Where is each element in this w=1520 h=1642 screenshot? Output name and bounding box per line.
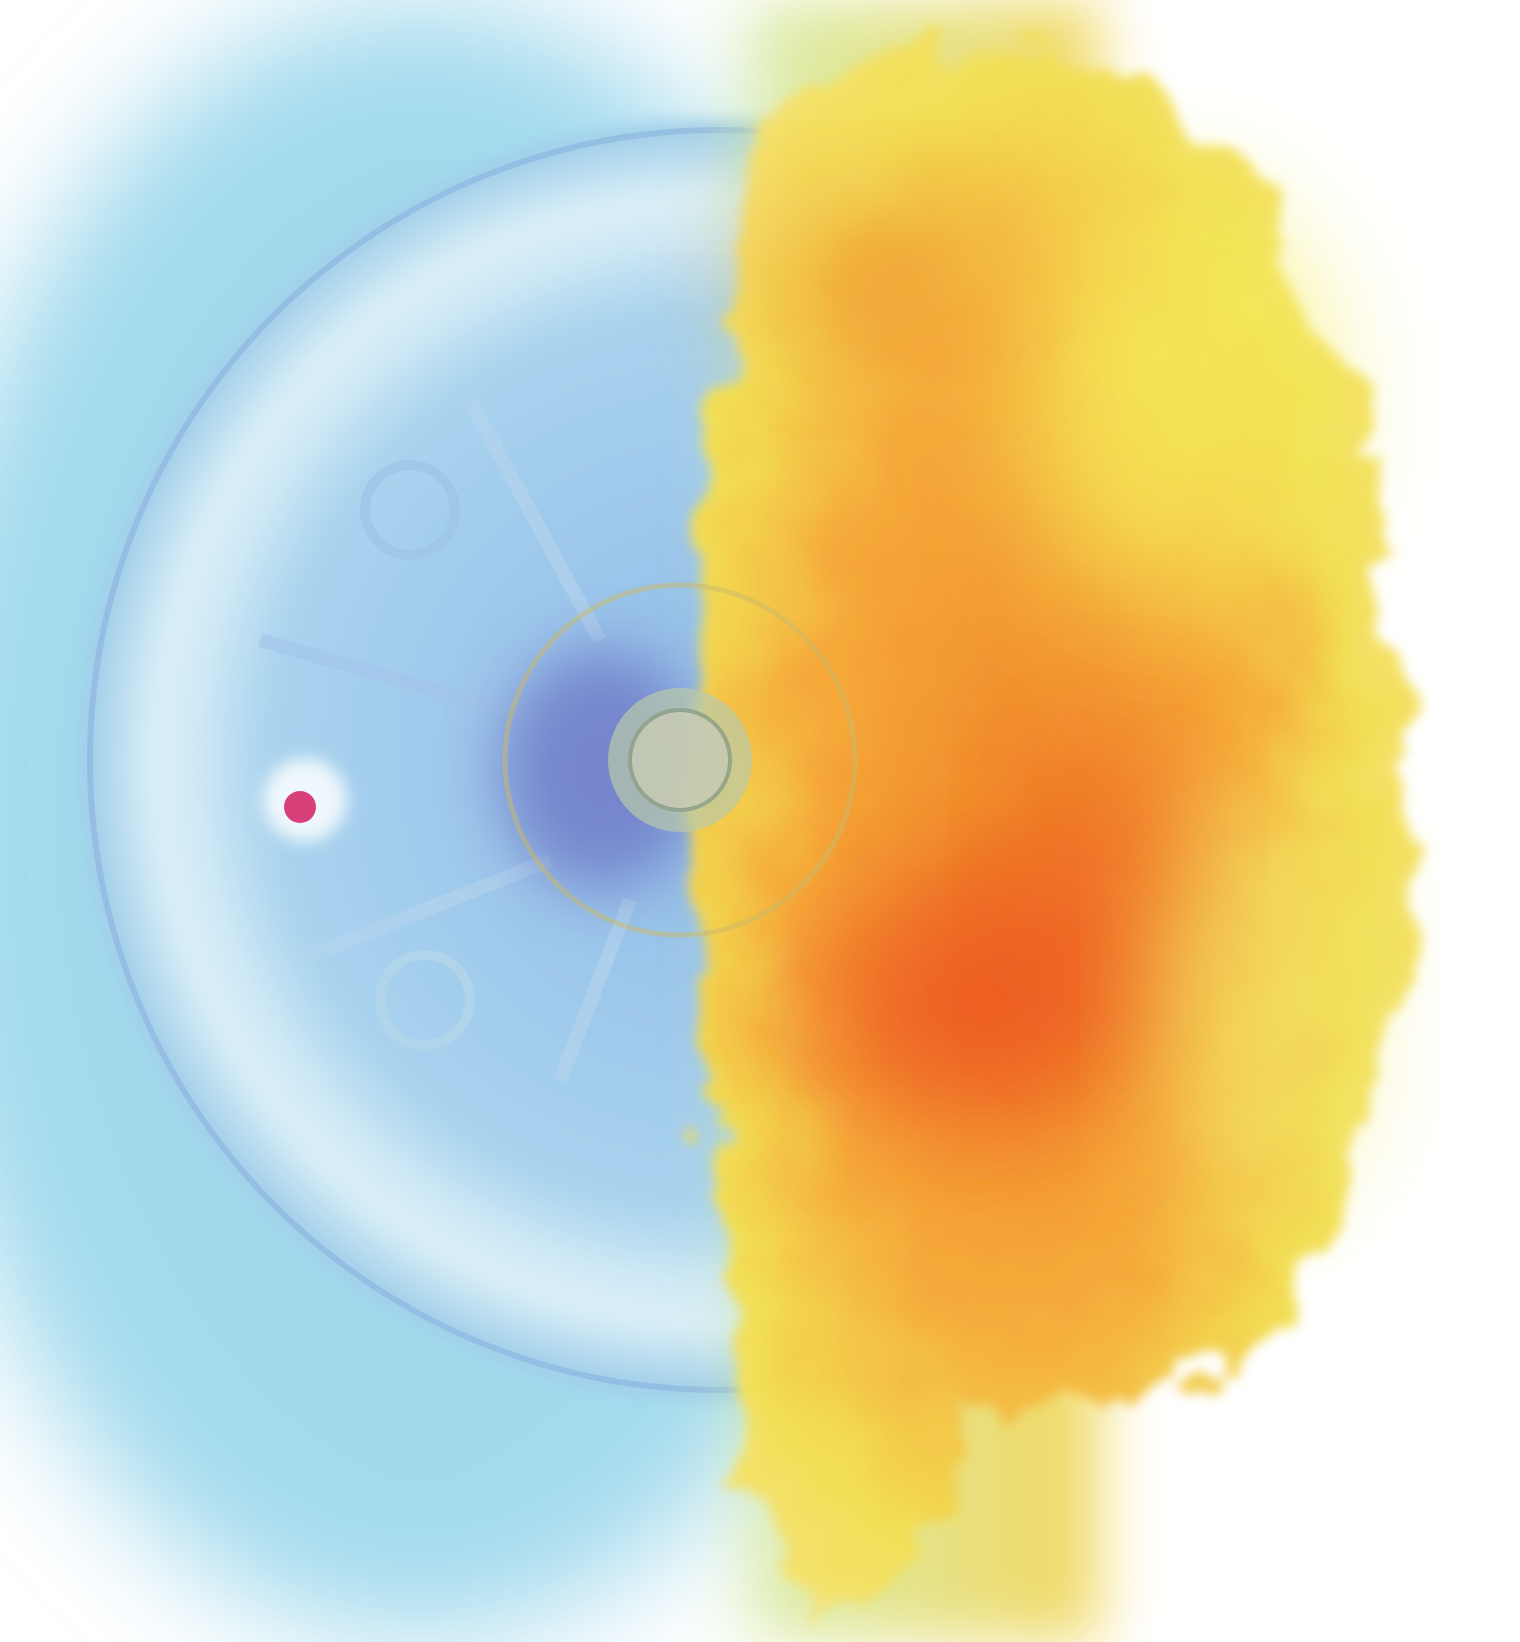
warm-spot: [760, 200, 1000, 360]
hub: [502, 582, 858, 938]
hot-spot: [1030, 730, 1190, 1010]
flame-cloud: [701, 52, 1412, 1620]
hub-ring: [502, 582, 858, 938]
pin-dot: [284, 791, 316, 823]
bright-spot: [1020, 200, 1320, 600]
bright-spot: [1170, 800, 1350, 1200]
hub-center: [628, 708, 732, 812]
